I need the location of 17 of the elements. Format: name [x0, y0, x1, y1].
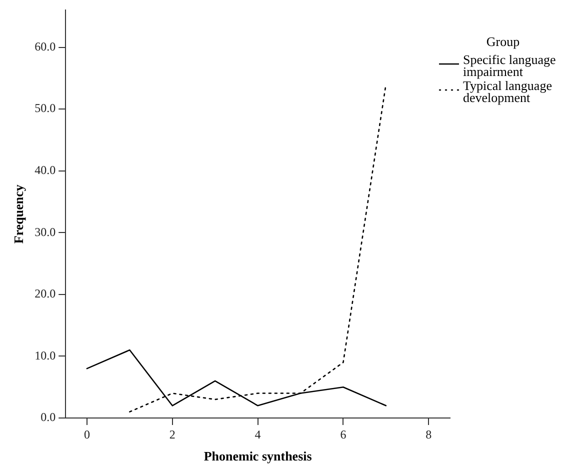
x-tick-label: 6	[340, 427, 346, 442]
y-tick-label: 40.0	[34, 163, 56, 178]
legend-title: Group	[485, 34, 521, 50]
y-tick-label: 60.0	[34, 39, 56, 54]
legend-label: Typical language development	[463, 78, 553, 105]
y-tick-label: 20.0	[34, 286, 56, 301]
y-axis-title: Frequency	[11, 184, 26, 244]
x-tick-label: 2	[169, 427, 176, 442]
y-tick-label: 10.0	[34, 348, 56, 362]
y-tick-label: 0.0	[40, 410, 56, 424]
x-tick-label: 4	[254, 427, 261, 442]
x-tick-label: 0	[84, 427, 90, 442]
x-tick-label: 8	[426, 427, 432, 442]
legend-label: Specific language impairment	[463, 52, 557, 79]
y-tick-label: 30.0	[34, 224, 56, 239]
x-axis-title: Phonemic synthesis	[204, 448, 312, 464]
y-tick-label: 50.0	[34, 101, 56, 116]
